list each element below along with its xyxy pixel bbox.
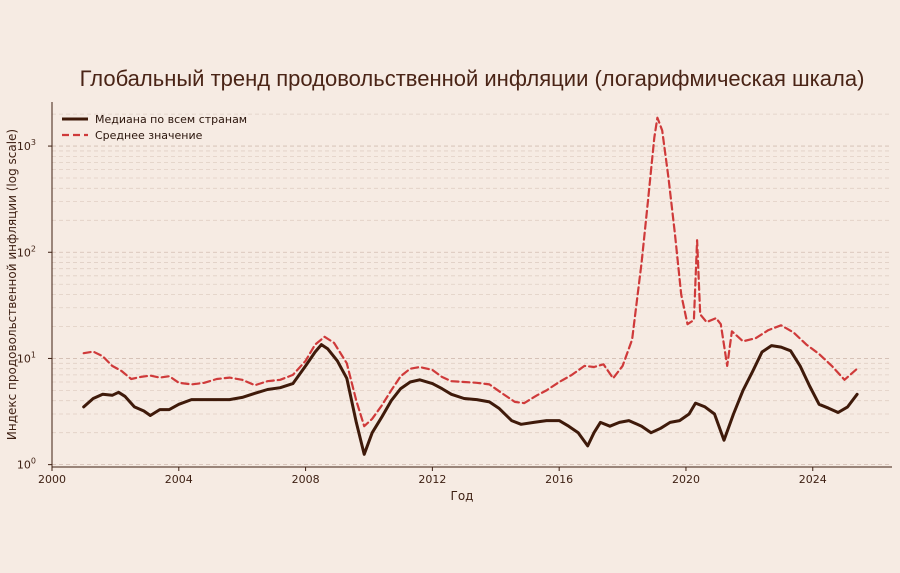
y-tick-label: 102 xyxy=(17,244,36,259)
legend-label: Среднее значение xyxy=(95,129,203,142)
legend-label: Медиана по всем странам xyxy=(95,113,247,126)
mean-series-line xyxy=(82,116,859,428)
x-tick-label: 2000 xyxy=(38,473,66,486)
chart-title: Глобальный тренд продовольственной инфля… xyxy=(79,66,865,91)
median-series-line xyxy=(82,343,859,456)
x-tick-label: 2008 xyxy=(292,473,320,486)
x-tick-label: 2012 xyxy=(418,473,446,486)
y-axis-label: Индекс продовольственной инфляции (log s… xyxy=(5,129,19,440)
y-tick-label: 100 xyxy=(17,457,36,472)
y-tick-label: 101 xyxy=(17,350,36,365)
x-axis-label: Год xyxy=(451,489,474,503)
x-tick-label: 2020 xyxy=(672,473,700,486)
x-tick-label: 2016 xyxy=(545,473,573,486)
y-tick-label: 103 xyxy=(17,138,36,153)
x-tick-label: 2004 xyxy=(165,473,193,486)
x-tick-label: 2024 xyxy=(799,473,827,486)
